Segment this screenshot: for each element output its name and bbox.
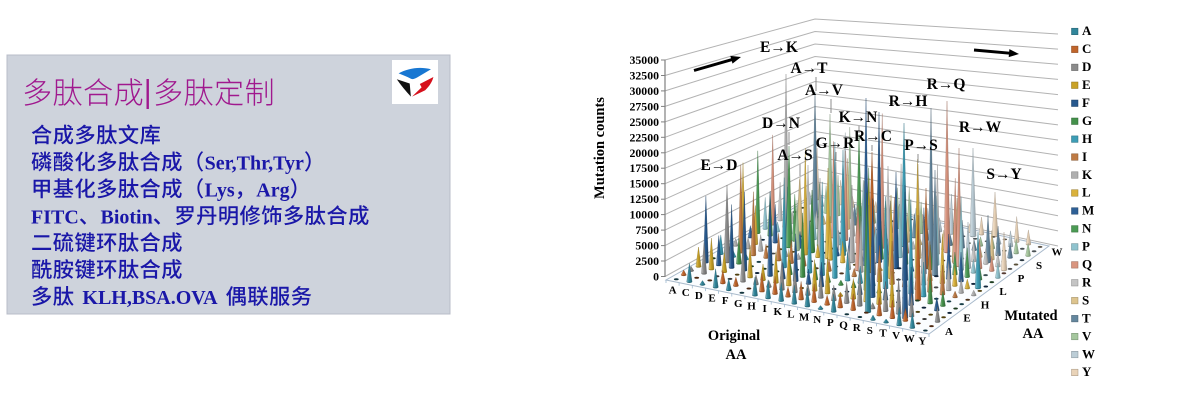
svg-text:E: E (1082, 77, 1091, 92)
svg-text:H: H (747, 301, 756, 313)
svg-text:12500: 12500 (630, 192, 660, 206)
svg-text:R: R (853, 322, 862, 334)
svg-text:S→Y: S→Y (986, 166, 1021, 183)
svg-text:V: V (1082, 328, 1092, 343)
svg-text:25000: 25000 (630, 115, 660, 129)
svg-text:E: E (708, 292, 715, 304)
svg-text:FITC: FITC (31, 206, 79, 228)
svg-text:Mutated: Mutated (1004, 308, 1057, 324)
svg-text:2500: 2500 (635, 254, 659, 268)
svg-text:D: D (695, 290, 703, 302)
svg-text:7500: 7500 (635, 223, 659, 237)
svg-text:Mutation counts: Mutation counts (592, 97, 608, 199)
svg-text:N: N (1082, 221, 1092, 236)
svg-text:Biotin: Biotin (101, 206, 153, 228)
svg-text:15000: 15000 (630, 177, 660, 191)
svg-text:D→N: D→N (762, 115, 800, 132)
svg-text:Ser,Thr,Tyr: Ser,Thr,Tyr (205, 153, 304, 175)
svg-text:G→R: G→R (816, 135, 856, 152)
svg-text:W: W (904, 333, 915, 345)
svg-text:K: K (774, 306, 783, 318)
svg-text:I: I (1082, 149, 1087, 164)
svg-text:10000: 10000 (630, 208, 660, 222)
svg-text:S: S (1082, 292, 1089, 307)
svg-text:E: E (963, 313, 970, 325)
svg-text:R→W: R→W (959, 119, 1002, 136)
svg-text:F: F (722, 295, 729, 307)
svg-text:P: P (1018, 273, 1025, 285)
svg-text:Q: Q (1082, 257, 1092, 272)
svg-text:27500: 27500 (630, 99, 660, 113)
svg-text:T: T (1082, 310, 1091, 325)
svg-text:A: A (669, 284, 677, 296)
svg-text:E→D: E→D (700, 157, 737, 174)
svg-text:S: S (867, 325, 873, 337)
svg-text:F: F (1082, 95, 1090, 110)
svg-text:A→T: A→T (790, 60, 828, 77)
svg-text:R→H: R→H (889, 93, 928, 110)
svg-text:S: S (1036, 260, 1042, 272)
svg-text:W: W (1082, 346, 1095, 361)
svg-text:17500: 17500 (630, 161, 660, 175)
svg-text:M: M (1082, 203, 1094, 218)
svg-text:L: L (999, 286, 1006, 298)
svg-text:V: V (892, 330, 900, 342)
svg-text:Y: Y (1082, 364, 1092, 379)
svg-text:A→S: A→S (777, 147, 812, 164)
svg-text:Lys: Lys (205, 179, 235, 201)
svg-text:I: I (762, 303, 766, 315)
svg-text:T: T (879, 328, 887, 340)
svg-text:W: W (1052, 247, 1063, 259)
svg-text:C: C (1082, 41, 1091, 56)
svg-text:K: K (1082, 167, 1093, 182)
svg-text:30000: 30000 (630, 84, 660, 98)
svg-text:L: L (787, 309, 794, 321)
svg-text:Q: Q (839, 319, 848, 331)
svg-text:Y: Y (918, 336, 926, 348)
svg-text:L: L (1082, 185, 1091, 200)
svg-text:R: R (1082, 275, 1092, 290)
svg-text:Original: Original (708, 328, 760, 344)
svg-text:32500: 32500 (630, 69, 660, 83)
svg-text:E→K: E→K (760, 39, 798, 56)
svg-text:H: H (1082, 131, 1092, 146)
svg-text:M: M (799, 311, 810, 323)
svg-text:D: D (1082, 59, 1091, 74)
svg-text:5000: 5000 (635, 239, 659, 253)
svg-text:AA: AA (1023, 326, 1044, 342)
svg-text:AA: AA (726, 347, 747, 363)
svg-text:P: P (827, 317, 834, 329)
svg-text:G: G (1082, 113, 1092, 128)
svg-text:20000: 20000 (630, 146, 660, 160)
svg-text:KLH,BSA.OVA: KLH,BSA.OVA (82, 287, 218, 309)
svg-text:C: C (682, 287, 690, 299)
svg-text:H: H (981, 299, 990, 311)
svg-text:K→N: K→N (839, 109, 878, 126)
svg-text:P→S: P→S (904, 137, 938, 154)
svg-text:P: P (1082, 239, 1090, 254)
svg-text:Arg: Arg (256, 179, 289, 201)
svg-text:0: 0 (653, 270, 659, 284)
svg-text:R→C: R→C (854, 128, 892, 145)
svg-text:G: G (734, 298, 743, 310)
svg-text:22500: 22500 (630, 130, 660, 144)
svg-text:A: A (945, 326, 953, 338)
svg-text:35000: 35000 (630, 53, 660, 67)
svg-text:A→V: A→V (805, 82, 844, 99)
svg-text:R→Q: R→Q (927, 76, 966, 93)
svg-text:A: A (1082, 23, 1092, 38)
svg-text:N: N (813, 314, 821, 326)
